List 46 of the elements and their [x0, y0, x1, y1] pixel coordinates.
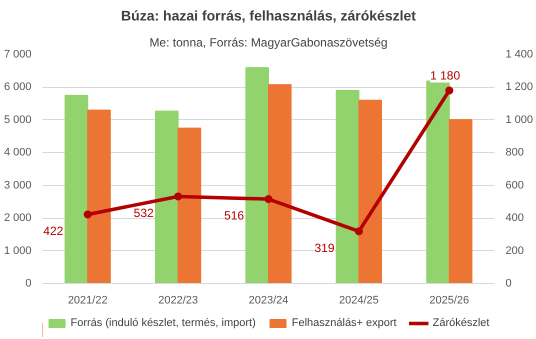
y2-tick-label: 1 200: [506, 81, 534, 94]
x-tick-label: 2024/25: [339, 294, 379, 306]
y-tick-label: 7 000: [4, 48, 32, 60]
y2-tick-label: 400: [506, 212, 524, 224]
bar: [155, 110, 179, 284]
data-label: 516: [224, 208, 244, 223]
bar: [336, 90, 360, 284]
data-label: 422: [43, 224, 64, 238]
bar: [178, 128, 202, 284]
bar: [268, 84, 292, 284]
y-tick-label: 3 000: [4, 179, 32, 192]
point: [354, 227, 363, 236]
x-tick-label: 2021/22: [68, 294, 108, 306]
y-tick-label: 0: [25, 278, 32, 290]
y2-tick-label: 200: [506, 244, 524, 257]
bar: [245, 67, 269, 284]
point: [445, 86, 454, 94]
y2-tick-label: 0: [506, 278, 512, 290]
bar: [448, 119, 472, 284]
data-label: 1 180: [430, 68, 460, 82]
chart-subtitle: Me: tonna, Forrás: MagyarGabonaszövetség: [149, 36, 388, 50]
data-label: 319: [314, 240, 335, 255]
point: [174, 192, 182, 200]
y-tick-label: 2 000: [4, 212, 32, 224]
bar: [358, 100, 382, 284]
bar: [426, 80, 450, 284]
bar: [64, 94, 88, 284]
point: [84, 210, 92, 218]
x-tick-label: 2022/23: [158, 294, 198, 306]
legend-label: Felhasználás+ export: [292, 317, 397, 329]
x-tick-label: 2023/24: [248, 294, 288, 306]
y-tick-label: 5 000: [4, 114, 32, 126]
y2-tick-label: 1 000: [506, 114, 534, 126]
y-tick-label: 4 000: [4, 146, 32, 159]
point: [264, 195, 272, 204]
legend-label: Zárókészlet: [432, 317, 490, 329]
y2-tick-label: 800: [506, 146, 524, 159]
bar: [87, 110, 111, 284]
x-tick-label: 2025/26: [429, 294, 470, 306]
y-tick-label: 6 000: [4, 81, 32, 94]
data-label: 532: [134, 206, 154, 220]
legend-label: Forrás (induló készlet, termés, import): [70, 317, 256, 329]
chart-title: Búza: hazai forrás, felhasználás, zárókészlet: [121, 8, 416, 24]
y-tick-label: 1 000: [4, 244, 32, 257]
y2-tick-label: 600: [506, 179, 524, 192]
y2-tick-label: 1 400: [506, 48, 534, 60]
